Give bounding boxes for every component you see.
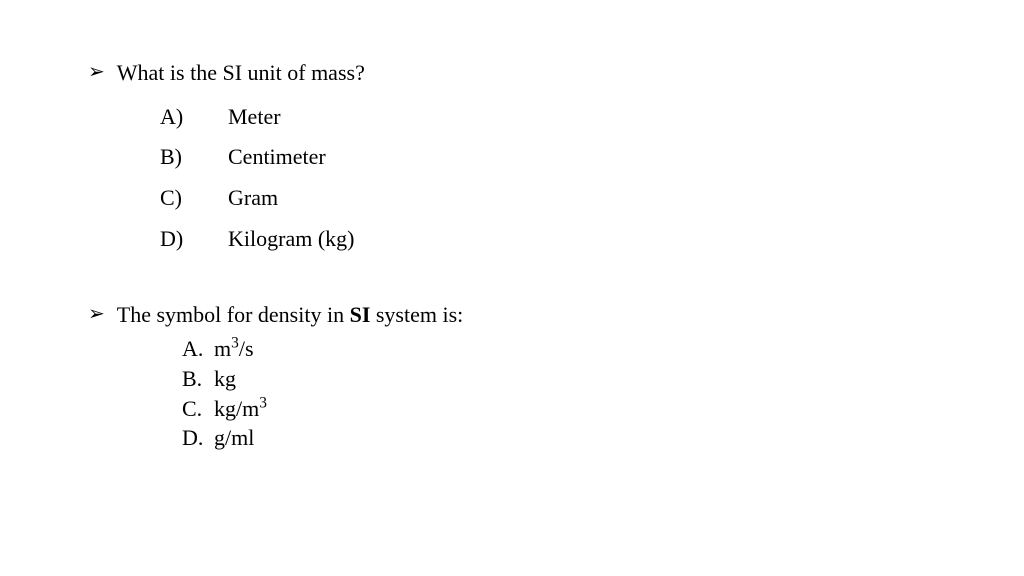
options-list: A. m3/s B. kg C. kg/m3 D. g/ml <box>182 334 1024 453</box>
options-list: A) Meter B) Centimeter C) Gram D) Kilogr… <box>160 97 1024 260</box>
question-block-2: ➢ The symbol for density in SI system is… <box>88 300 1024 454</box>
question-line: ➢ The symbol for density in SI system is… <box>88 300 1024 331</box>
option-text: Gram <box>228 178 278 219</box>
option-letter: D) <box>160 219 228 260</box>
option-text: Kilogram (kg) <box>228 219 354 260</box>
option-d: D. g/ml <box>182 423 1024 453</box>
question-block-1: ➢ What is the SI unit of mass? A) Meter … <box>88 58 1024 260</box>
option-letter: D. <box>182 423 214 453</box>
option-letter: B. <box>182 364 214 394</box>
bullet-icon: ➢ <box>88 300 105 328</box>
option-letter: C) <box>160 178 228 219</box>
option-letter: A. <box>182 334 214 364</box>
option-b: B) Centimeter <box>160 137 1024 178</box>
option-text: kg/m3 <box>214 394 267 424</box>
bold-text: SI <box>350 302 371 327</box>
question-text: What is the SI unit of mass? <box>117 58 365 89</box>
option-text: Meter <box>228 97 281 138</box>
bullet-icon: ➢ <box>88 58 105 86</box>
option-d: D) Kilogram (kg) <box>160 219 1024 260</box>
option-a: A) Meter <box>160 97 1024 138</box>
option-c: C. kg/m3 <box>182 394 1024 424</box>
option-letter: A) <box>160 97 228 138</box>
option-letter: B) <box>160 137 228 178</box>
option-letter: C. <box>182 394 214 424</box>
option-text: g/ml <box>214 423 254 453</box>
option-b: B. kg <box>182 364 1024 394</box>
option-a: A. m3/s <box>182 334 1024 364</box>
question-line: ➢ What is the SI unit of mass? <box>88 58 1024 89</box>
option-text: m3/s <box>214 334 254 364</box>
option-text: Centimeter <box>228 137 326 178</box>
question-text: The symbol for density in SI system is: <box>117 300 464 331</box>
option-text: kg <box>214 364 236 394</box>
option-c: C) Gram <box>160 178 1024 219</box>
